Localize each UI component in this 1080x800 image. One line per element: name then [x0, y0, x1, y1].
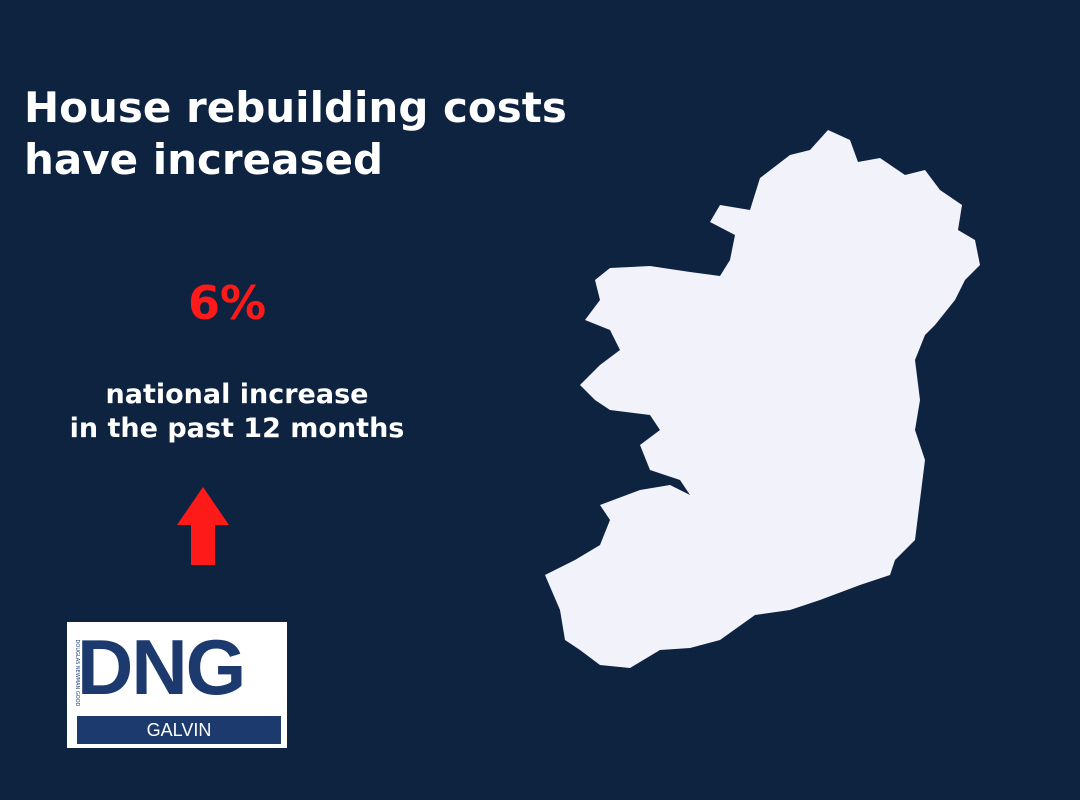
description-line: in the past 12 months	[69, 413, 405, 444]
up-arrow	[177, 487, 229, 565]
logo-brand: DNG	[77, 623, 246, 711]
stat-value: 6%	[187, 276, 267, 330]
title-line: House rebuilding costs	[24, 83, 567, 132]
stat-description: national increase in the past 12 months	[0, 378, 474, 446]
title-line: have increased	[24, 135, 384, 184]
logo-branch: GALVIN	[77, 716, 281, 744]
description-line: national increase	[105, 379, 369, 410]
title: House rebuilding costs have increased	[24, 82, 567, 186]
logo: DOUGLAS NEWMAN GOOD DNG GALVIN	[67, 622, 287, 748]
ireland-map	[545, 130, 980, 668]
